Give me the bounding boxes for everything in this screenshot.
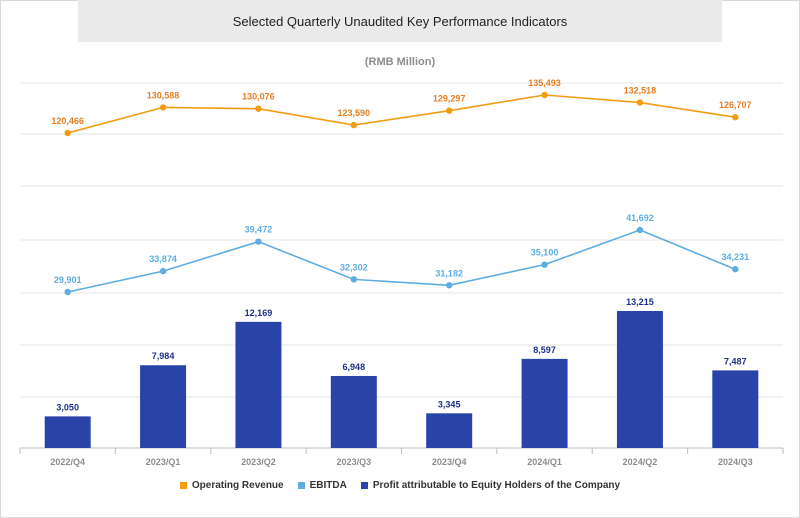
point-label-ebitda-3: 32,302 xyxy=(340,262,368,272)
x-tick-label-5: 2024/Q1 xyxy=(527,457,562,467)
point-revenue-2 xyxy=(255,105,262,112)
point-label-ebitda-2: 39,472 xyxy=(245,225,273,235)
point-label-ebitda-1: 33,874 xyxy=(149,254,177,264)
bar-profit-3 xyxy=(330,375,377,448)
legend-item-revenue[interactable]: Operating Revenue xyxy=(179,480,284,491)
x-tick-label-6: 2024/Q2 xyxy=(623,457,658,467)
bar-profit-1 xyxy=(140,365,187,448)
x-tick-label-2: 2023/Q2 xyxy=(241,457,276,467)
line-ebitda xyxy=(67,229,736,293)
point-ebitda-7 xyxy=(732,266,739,273)
point-revenue-0 xyxy=(64,129,71,137)
x-tick-label-4: 2023/Q4 xyxy=(432,457,467,467)
point-label-revenue-6: 132,518 xyxy=(624,86,657,96)
point-label-ebitda-4: 31,182 xyxy=(435,268,463,278)
bar-label-profit-7: 7,487 xyxy=(724,356,747,366)
point-revenue-5 xyxy=(541,91,548,99)
bar-profit-7 xyxy=(712,370,759,448)
point-revenue-3 xyxy=(350,121,358,129)
legend-label-ebitda: EBITDA xyxy=(309,480,347,491)
point-revenue-6 xyxy=(636,99,644,106)
point-revenue-7 xyxy=(732,114,739,121)
legend-swatch-profit xyxy=(360,482,368,489)
bar-profit-0 xyxy=(44,416,91,448)
point-label-revenue-1: 130,588 xyxy=(147,90,180,100)
legend: Operating Revenue EBITDA Profit attribut… xyxy=(0,480,800,491)
point-label-revenue-4: 129,297 xyxy=(433,94,466,104)
point-label-ebitda-5: 35,100 xyxy=(531,248,559,258)
point-ebitda-3 xyxy=(350,276,358,283)
x-tick-label-1: 2023/Q1 xyxy=(146,457,181,467)
point-label-ebitda-6: 41,692 xyxy=(626,213,654,223)
point-label-ebitda-0: 29,901 xyxy=(54,275,82,285)
point-label-revenue-0: 120,466 xyxy=(51,116,84,126)
bar-label-profit-2: 12,169 xyxy=(245,308,273,318)
bar-label-profit-1: 7,984 xyxy=(152,351,175,361)
bar-profit-2 xyxy=(235,321,282,448)
line-revenue xyxy=(67,94,736,134)
point-label-revenue-3: 123,590 xyxy=(338,108,371,118)
x-tick-label-7: 2024/Q3 xyxy=(718,457,753,467)
point-label-revenue-5: 135,493 xyxy=(528,78,561,88)
point-label-revenue-2: 130,076 xyxy=(242,92,275,102)
bar-label-profit-6: 13,215 xyxy=(626,297,654,307)
point-ebitda-4 xyxy=(445,282,453,289)
bar-profit-5 xyxy=(521,358,568,448)
legend-item-ebitda[interactable]: EBITDA xyxy=(297,480,347,491)
point-ebitda-1 xyxy=(159,267,167,275)
legend-label-profit: Profit attributable to Equity Holders of… xyxy=(372,480,621,491)
bar-profit-4 xyxy=(426,413,473,448)
bar-label-profit-4: 3,345 xyxy=(438,399,461,409)
point-ebitda-2 xyxy=(255,238,262,245)
x-tick-label-0: 2022/Q4 xyxy=(50,457,85,467)
bar-label-profit-3: 6,948 xyxy=(343,362,366,372)
legend-swatch-revenue xyxy=(179,482,187,489)
bar-profit-6 xyxy=(616,311,663,448)
bar-label-profit-0: 3,050 xyxy=(56,402,79,412)
point-label-ebitda-7: 34,231 xyxy=(722,252,750,262)
point-ebitda-6 xyxy=(636,226,644,234)
point-ebitda-5 xyxy=(541,261,548,268)
x-tick-label-3: 2023/Q3 xyxy=(337,457,372,467)
legend-label-revenue: Operating Revenue xyxy=(191,480,284,491)
unit-label: (RMB Million) xyxy=(364,56,436,68)
point-label-revenue-7: 126,707 xyxy=(719,100,752,110)
legend-swatch-ebitda xyxy=(297,482,305,489)
point-ebitda-0 xyxy=(64,288,71,296)
bar-label-profit-5: 8,597 xyxy=(533,345,556,355)
chart-title: Selected Quarterly Unaudited Key Perform… xyxy=(78,0,722,42)
legend-item-profit[interactable]: Profit attributable to Equity Holders of… xyxy=(360,480,621,491)
point-revenue-4 xyxy=(445,107,453,114)
point-revenue-1 xyxy=(159,104,167,111)
